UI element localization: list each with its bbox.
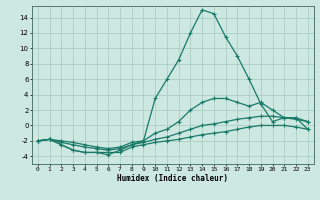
X-axis label: Humidex (Indice chaleur): Humidex (Indice chaleur) [117,174,228,183]
